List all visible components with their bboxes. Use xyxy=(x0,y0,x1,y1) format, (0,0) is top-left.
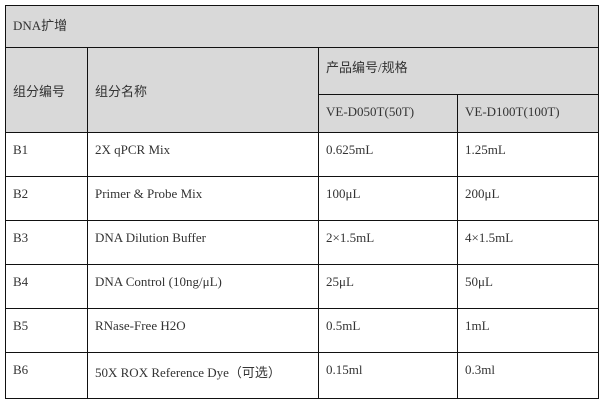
cell-id: B1 xyxy=(5,132,88,177)
cell-name: DNA Control (10ng/μL) xyxy=(87,264,319,309)
cell-v50: 25μL xyxy=(318,264,458,309)
cell-v100: 1mL xyxy=(456,308,600,353)
table-row: B6 50X ROX Reference Dye（可选） 0.15ml 0.3m… xyxy=(5,352,600,399)
cell-v50: 0.15ml xyxy=(318,352,458,399)
header-subrow: VE-D050T(50T) VE-D100T(100T) xyxy=(6,94,600,133)
table-row: B1 2X qPCR Mix 0.625mL 1.25mL xyxy=(5,132,600,177)
cell-id: B4 xyxy=(5,264,88,309)
cell-v100: 0.3ml xyxy=(456,352,600,399)
cell-v100: 1.25mL xyxy=(456,132,600,177)
cell-v50: 100μL xyxy=(318,176,458,221)
cell-v50: 0.625mL xyxy=(318,132,458,177)
header-component-id: 组分编号 xyxy=(5,47,88,133)
table-title-row: DNA扩增 xyxy=(4,5,600,48)
table-row: B5 RNase-Free H2O 0.5mL 1mL xyxy=(5,308,600,353)
cell-v50: 2×1.5mL xyxy=(318,220,458,265)
header-component-name: 组分名称 xyxy=(87,47,319,133)
cell-v100: 200μL xyxy=(456,176,600,221)
header-spec-group: 产品编号/规格 xyxy=(317,47,600,95)
header-spec-100: VE-D100T(100T) xyxy=(456,94,600,133)
table-row: B2 Primer & Probe Mix 100μL 200μL xyxy=(5,176,600,221)
cell-id: B3 xyxy=(5,220,88,265)
cell-name: RNase-Free H2O xyxy=(87,308,319,353)
cell-name: 50X ROX Reference Dye（可选） xyxy=(87,352,319,399)
cell-v100: 50μL xyxy=(456,264,600,309)
table-row: B4 DNA Control (10ng/μL) 25μL 50μL xyxy=(5,264,600,309)
dna-amplification-table: DNA扩增 组分编号 组分名称 产品编号/规格 VE-D050T(50T) VE… xyxy=(4,5,600,399)
cell-id: B5 xyxy=(5,308,88,353)
header-spec-50: VE-D050T(50T) xyxy=(318,94,458,133)
cell-v100: 4×1.5mL xyxy=(456,220,600,265)
table-title: DNA扩增 xyxy=(4,5,600,48)
cell-v50: 0.5mL xyxy=(318,308,458,353)
table-row: B3 DNA Dilution Buffer 2×1.5mL 4×1.5mL xyxy=(5,220,600,265)
cell-name: DNA Dilution Buffer xyxy=(87,220,319,265)
cell-id: B2 xyxy=(5,176,88,221)
cell-name: 2X qPCR Mix xyxy=(87,132,319,177)
cell-name: Primer & Probe Mix xyxy=(87,176,319,221)
cell-id: B6 xyxy=(5,352,88,399)
header-row: 组分编号 组分名称 产品编号/规格 xyxy=(5,47,600,133)
